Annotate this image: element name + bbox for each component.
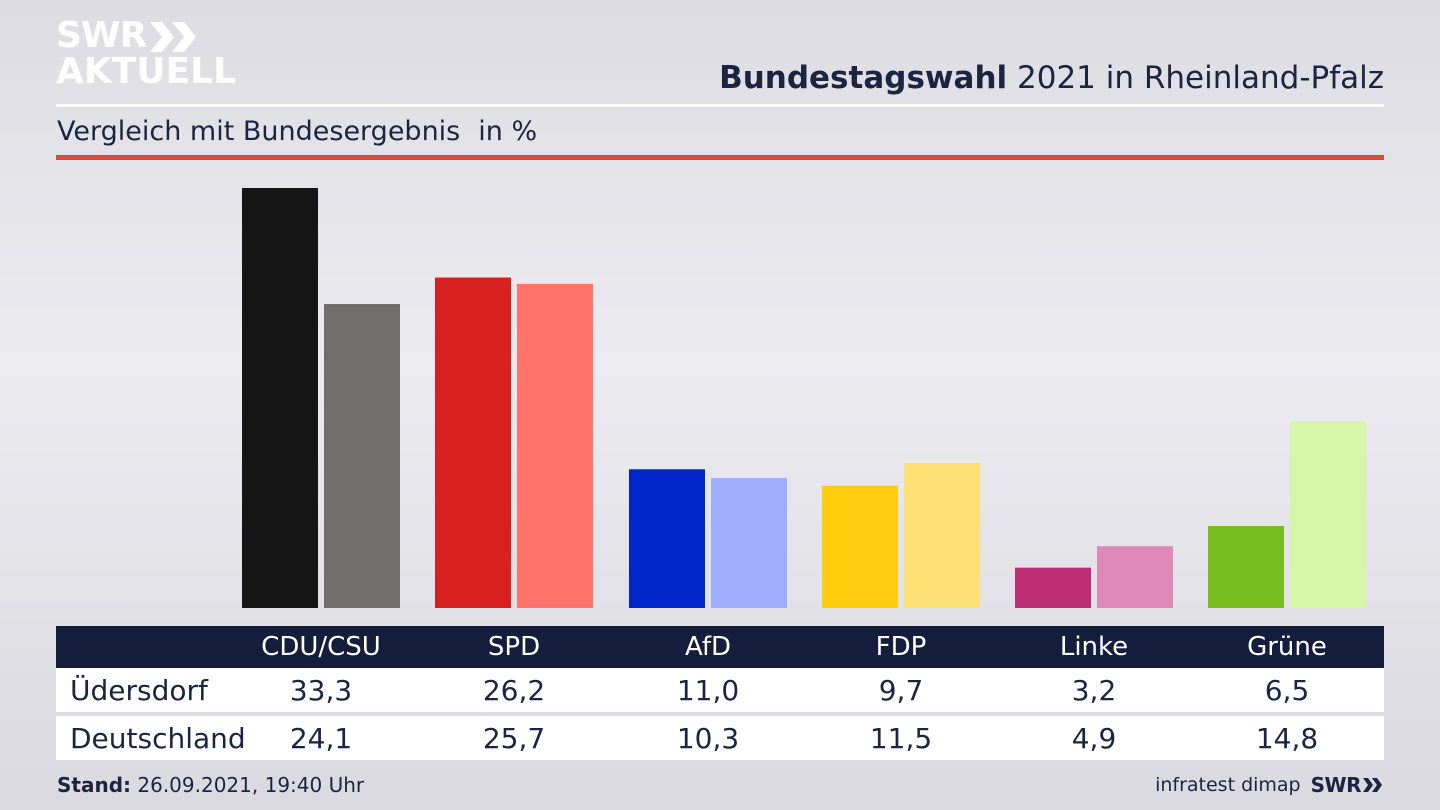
bar-gr-ne-local: [1208, 526, 1284, 608]
column-header: Linke: [1059, 632, 1129, 662]
logo-chevrons-icon: [150, 22, 196, 52]
bar-fdp-national: [904, 462, 980, 608]
timestamp: Stand: 26.09.2021, 19:40 Uhr: [57, 770, 364, 800]
bar-spd-local: [435, 277, 511, 608]
title-rest: 2021 in Rheinland-Pfalz: [1007, 60, 1384, 96]
table-cell: 10,3: [676, 721, 740, 755]
logo-aktuell-text: AKTUELL: [56, 51, 237, 92]
bar-chart: [242, 188, 1366, 608]
table-cell: 11,0: [676, 673, 740, 707]
chart-subtitle: Vergleich mit Bundesergebnis in %: [57, 112, 537, 152]
table-cell: 4,9: [1071, 721, 1117, 755]
unit-label: in %: [478, 116, 538, 147]
bar-afd-national: [711, 478, 787, 608]
table-cell: 24,1: [289, 721, 353, 755]
row-label: Deutschland: [70, 721, 246, 755]
table-header: CDU/CSU SPD AfD FDP Linke Grüne: [56, 626, 1384, 668]
swr-brand: SWR: [1311, 770, 1384, 800]
bar-linke-local: [1015, 567, 1091, 608]
table-cell: 25,7: [482, 721, 546, 755]
row-label: Üdersdorf: [70, 673, 208, 707]
bar-spd-national: [517, 283, 593, 608]
table-cell: 9,7: [878, 673, 924, 707]
table-cell: 6,5: [1264, 673, 1310, 707]
table-row-local: Üdersdorf 33,3 26,2 11,0 9,7 3,2 6,5: [56, 668, 1384, 712]
bar-fdp-local: [822, 485, 898, 608]
table-cell: 11,5: [869, 721, 933, 755]
bar-cdu-csu-local: [242, 188, 318, 608]
logo-swr-text: SWR: [56, 15, 147, 56]
stand-value: 26.09.2021, 19:40 Uhr: [131, 773, 365, 797]
bar-cdu-csu-national: [324, 304, 400, 608]
column-header: CDU/CSU: [261, 632, 381, 662]
results-table: CDU/CSU SPD AfD FDP Linke Grüne Üdersdorf 33,…: [56, 626, 1384, 760]
swr-brand-text: SWR: [1310, 773, 1362, 797]
column-header: FDP: [875, 632, 927, 662]
bar-gr-ne-national: [1290, 421, 1366, 608]
source-text: infratest dimap: [1155, 774, 1301, 796]
bar-afd-local: [629, 469, 705, 608]
bar-linke-national: [1097, 546, 1173, 608]
swr-aktuell-logo: SWR AKTUELL: [56, 15, 236, 92]
subtitle-text: Vergleich mit Bundesergebnis: [57, 116, 461, 147]
column-header: SPD: [487, 632, 541, 662]
table-cell: 14,8: [1255, 721, 1319, 755]
title-bold: Bundestagswahl: [719, 60, 1008, 96]
column-header: AfD: [684, 632, 732, 662]
table-cell: 3,2: [1071, 673, 1117, 707]
title-divider: [56, 104, 1384, 107]
brand-chevrons-icon: [1363, 778, 1382, 792]
column-header: Grüne: [1247, 632, 1327, 662]
subtitle-divider: [56, 155, 1384, 160]
table-cell: 33,3: [289, 673, 353, 707]
table-cell: 26,2: [482, 673, 546, 707]
stand-label: Stand:: [57, 773, 132, 797]
table-row-national: Deutschland 24,1 25,7 10,3 11,5 4,9 14,8: [56, 716, 1384, 760]
chart-title: Bundestagswahl 2021 in Rheinland-Pfalz: [719, 56, 1384, 100]
source-credit: infratest dimap SWR: [1155, 770, 1384, 800]
